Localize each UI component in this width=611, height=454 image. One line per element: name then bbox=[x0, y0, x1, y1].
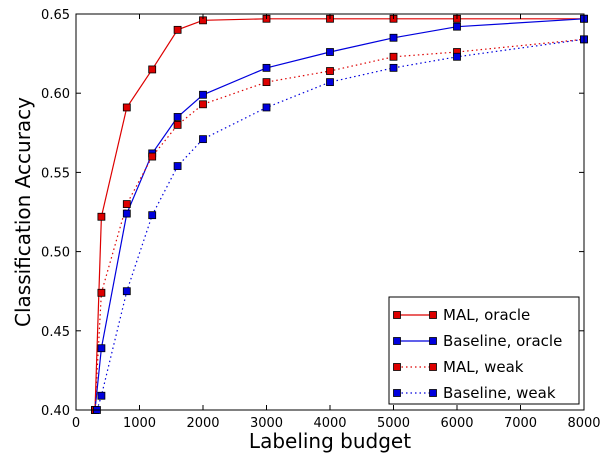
legend-label-mal-weak: MAL, weak bbox=[443, 358, 524, 376]
data-point-mal-oracle bbox=[97, 212, 106, 221]
series-line-mal-weak bbox=[94, 38, 584, 410]
legend-label-baseline-oracle: Baseline, oracle bbox=[443, 332, 562, 350]
legend-marker-baseline-oracle bbox=[429, 337, 437, 345]
data-point-baseline-oracle bbox=[173, 113, 182, 121]
data-point-baseline-weak bbox=[262, 103, 271, 112]
legend-marker-baseline-weak bbox=[429, 389, 437, 397]
data-point-baseline-oracle bbox=[262, 63, 271, 72]
data-point-baseline-weak bbox=[453, 52, 461, 61]
y-tick-label: 0.60 bbox=[41, 87, 70, 102]
x-tick-label: 4000 bbox=[313, 416, 346, 431]
legend-label-mal-oracle: MAL, oracle bbox=[443, 306, 530, 324]
legend: MAL, oracle Baseline, oracle MAL, weak Base… bbox=[388, 296, 580, 405]
data-point-baseline-oracle bbox=[389, 33, 398, 42]
data-point-mal-weak bbox=[122, 200, 131, 208]
legend-marker-mal-weak bbox=[429, 363, 437, 371]
legend-marker-baseline-weak bbox=[393, 389, 401, 397]
x-tick-label: 5000 bbox=[377, 416, 410, 431]
data-point-baseline-weak bbox=[148, 211, 157, 220]
data-point-mal-weak bbox=[173, 120, 182, 129]
legend-marker-mal-oracle bbox=[429, 311, 437, 319]
y-tick-label: 0.65 bbox=[41, 8, 70, 23]
x-tick-label: 8000 bbox=[567, 416, 600, 431]
x-tick-label: 0 bbox=[72, 416, 80, 431]
data-point-baseline-weak bbox=[389, 63, 398, 72]
y-axis-title: Classification Accuracy bbox=[11, 97, 35, 327]
x-tick-label: 1000 bbox=[123, 416, 156, 431]
data-point-baseline-weak bbox=[97, 391, 106, 400]
data-point-mal-weak bbox=[199, 100, 207, 109]
data-point-mal-oracle bbox=[122, 103, 131, 112]
data-point-mal-oracle bbox=[148, 65, 157, 74]
x-axis-title: Labeling budget bbox=[249, 429, 411, 453]
x-tick-label: 2000 bbox=[186, 416, 219, 431]
x-tick-label: 6000 bbox=[440, 416, 473, 431]
data-point-baseline-oracle bbox=[453, 22, 461, 31]
y-tick-label: 0.40 bbox=[41, 404, 70, 419]
data-point-mal-weak bbox=[326, 67, 334, 75]
x-axis: 0 1000 2000 3000 4000 5000 6000 7000 8000 bbox=[72, 14, 601, 431]
data-point-baseline-weak bbox=[326, 78, 334, 87]
data-point-baseline-oracle bbox=[199, 90, 207, 99]
data-point-baseline-weak bbox=[173, 162, 182, 170]
data-point-mal-weak bbox=[389, 52, 398, 61]
x-tick-label: 3000 bbox=[250, 416, 283, 431]
y-tick-label: 0.55 bbox=[41, 166, 70, 181]
data-point-mal-weak bbox=[262, 78, 271, 87]
data-point-mal-weak bbox=[97, 288, 106, 297]
legend-label-baseline-weak: Baseline, weak bbox=[443, 384, 556, 402]
x-tick-label: 7000 bbox=[504, 416, 537, 431]
series-line-baseline-weak bbox=[96, 38, 584, 410]
y-axis: 0.40 0.45 0.50 0.55 0.60 0.65 bbox=[41, 8, 584, 419]
data-point-baseline-weak bbox=[122, 287, 131, 296]
y-tick-label: 0.50 bbox=[41, 246, 70, 261]
data-point-baseline-oracle bbox=[122, 209, 131, 218]
data-point-mal-weak bbox=[148, 152, 157, 161]
y-tick-label: 0.45 bbox=[41, 325, 70, 340]
data-point-mal-oracle bbox=[173, 25, 182, 34]
data-point-baseline-oracle bbox=[326, 48, 334, 56]
legend-marker-mal-oracle bbox=[393, 311, 401, 319]
data-point-baseline-weak bbox=[199, 135, 207, 144]
legend-marker-mal-weak bbox=[393, 363, 401, 371]
data-point-baseline-oracle bbox=[97, 344, 106, 353]
legend-marker-baseline-oracle bbox=[393, 337, 401, 345]
